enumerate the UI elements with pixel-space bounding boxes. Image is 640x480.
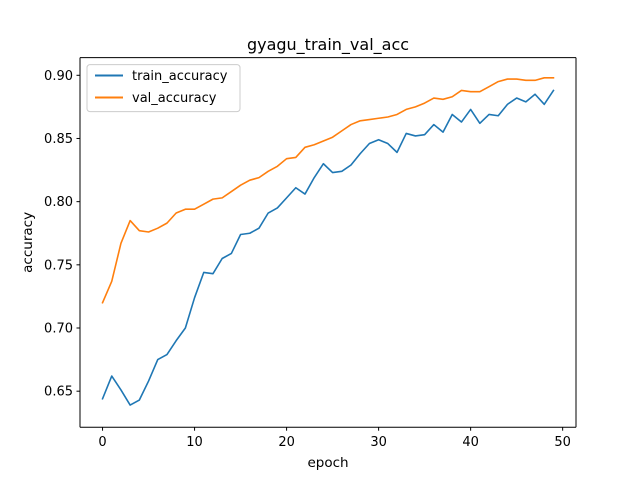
plot-area [80,57,576,428]
y-tick-label: 0.90 [44,69,73,84]
legend-box [86,64,241,113]
axes-spines [79,57,577,428]
series-line-val-accuracy [101,77,555,304]
chart-title: gyagu_train_val_acc [247,35,409,55]
y-tick-label: 0.85 [44,132,73,147]
legend-label-val-accuracy: val_accuracy [132,91,217,106]
x-axis-label: epoch [307,455,348,471]
series-layer [101,77,555,406]
y-tick-label: 0.65 [44,385,73,400]
x-tick-label: 50 [554,435,571,450]
y-tick-label: 0.75 [44,258,73,273]
x-tick-label: 0 [98,435,106,450]
legend-label-train-accuracy: train_accuracy [132,69,228,84]
x-axis: 0 10 20 30 40 50 [98,427,571,450]
y-axis-label: accuracy [20,212,36,273]
x-tick-label: 40 [462,435,479,450]
y-tick-label: 0.70 [44,322,73,337]
legend: train_accuracy val_accuracy [86,64,241,113]
x-tick-label: 10 [186,435,203,450]
series-line-train-accuracy [101,89,555,406]
y-axis: 0.65 0.70 0.75 0.80 0.85 0.90 [44,69,80,400]
x-tick-label: 30 [370,435,387,450]
x-tick-label: 20 [278,435,295,450]
y-tick-label: 0.80 [44,195,73,210]
